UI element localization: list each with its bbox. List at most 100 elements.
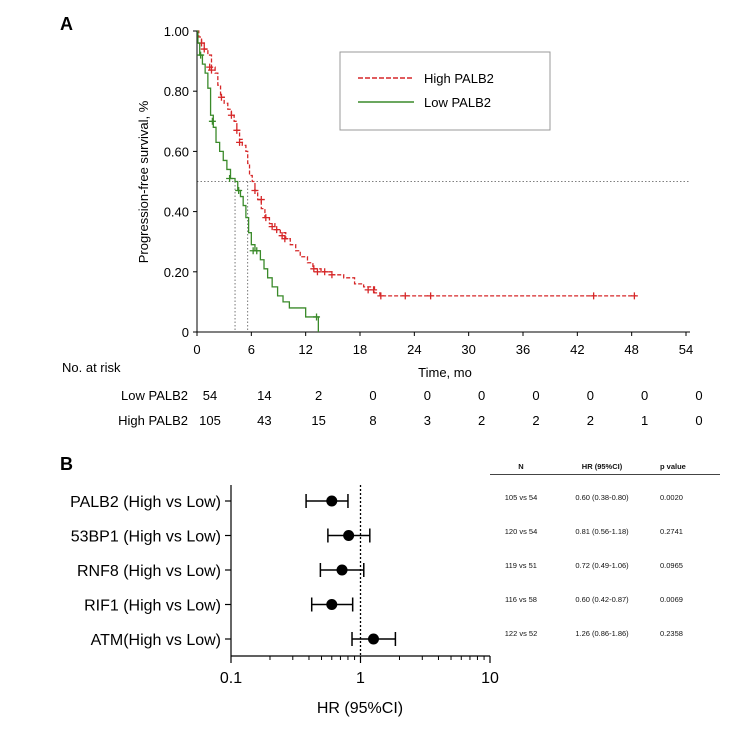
risk-value: 15 bbox=[311, 413, 325, 428]
risk-value: 0 bbox=[532, 388, 539, 403]
risk-value: 2 bbox=[532, 413, 539, 428]
x-tick-label: 18 bbox=[353, 342, 367, 357]
forest-category-label: PALB2 (High vs Low) bbox=[70, 494, 221, 511]
censor-mark bbox=[268, 223, 276, 231]
risk-value: 0 bbox=[641, 388, 648, 403]
cell-n: 119 vs 51 bbox=[505, 560, 537, 570]
x-tick-label: 12 bbox=[298, 342, 312, 357]
legend-label: High PALB2 bbox=[424, 71, 494, 86]
risk-value: 0 bbox=[695, 388, 702, 403]
forest-x-tick-label: 1 bbox=[356, 670, 365, 687]
cell-p: 0.0965 bbox=[660, 560, 683, 570]
table-row: 119 vs 51 0.72 (0.49-1.06) 0.0965 bbox=[490, 548, 720, 582]
forest-x-tick-label: 10 bbox=[481, 670, 499, 687]
x-tick-label: 54 bbox=[679, 342, 693, 357]
forest-x-axis-label: HR (95%CI) bbox=[317, 700, 403, 717]
panel-a-letter: A bbox=[60, 14, 73, 34]
forest-point bbox=[367, 633, 379, 645]
legend-box bbox=[339, 51, 551, 131]
cell-hr: 0.60 (0.42-0.87) bbox=[575, 594, 629, 604]
header-n: N bbox=[518, 461, 524, 471]
censor-mark bbox=[313, 268, 321, 276]
header-hr: HR (95%CI) bbox=[581, 461, 623, 471]
y-tick-label: 0 bbox=[182, 325, 189, 340]
forest-category-label: ATM(High vs Low) bbox=[91, 632, 221, 649]
cell-p: 0.0069 bbox=[660, 594, 683, 604]
forest-category-label: 53BP1 (High vs Low) bbox=[71, 529, 221, 546]
censor-mark bbox=[251, 187, 259, 195]
panel-b-letter: B bbox=[60, 454, 73, 474]
risk-value: 43 bbox=[257, 413, 271, 428]
forest-category-label: RIF1 (High vs Low) bbox=[84, 598, 221, 615]
censor-mark bbox=[281, 235, 289, 243]
censor-mark bbox=[401, 292, 409, 300]
cell-n: 122 vs 52 bbox=[504, 628, 538, 638]
x-tick-label: 42 bbox=[570, 342, 584, 357]
censor-mark bbox=[590, 292, 598, 300]
cell-n: 105 vs 54 bbox=[504, 492, 538, 502]
risk-table-title: No. at risk bbox=[62, 360, 121, 375]
risk-row-label: High PALB2 bbox=[118, 413, 188, 428]
risk-value: 0 bbox=[424, 388, 431, 403]
risk-value: 0 bbox=[695, 413, 702, 428]
censor-mark bbox=[313, 313, 321, 321]
x-axis-label: Time, mo bbox=[418, 365, 472, 380]
censor-mark bbox=[377, 292, 385, 300]
censor-mark bbox=[328, 271, 336, 279]
x-tick-label: 36 bbox=[516, 342, 530, 357]
censor-mark bbox=[207, 66, 215, 74]
y-tick-label: 0.40 bbox=[164, 205, 189, 220]
censor-mark bbox=[257, 196, 265, 204]
censor-mark bbox=[273, 226, 281, 234]
forest-x-tick-label: 0.1 bbox=[220, 670, 242, 687]
censor-mark bbox=[630, 292, 638, 300]
censor-mark bbox=[253, 247, 261, 255]
cell-hr: 1.26 (0.86-1.86) bbox=[575, 628, 629, 638]
x-tick-label: 24 bbox=[407, 342, 421, 357]
risk-value: 3 bbox=[424, 413, 431, 428]
censor-mark bbox=[208, 117, 216, 125]
censor-mark bbox=[200, 45, 208, 53]
table-row: 116 vs 58 0.60 (0.42-0.87) 0.0069 bbox=[490, 582, 720, 616]
cell-hr: 0.72 (0.49-1.06) bbox=[575, 560, 629, 570]
y-tick-label: 0.20 bbox=[164, 265, 189, 280]
forest-point bbox=[326, 599, 338, 610]
censor-mark bbox=[233, 126, 241, 134]
y-axis-label: Progression-free survival, % bbox=[136, 100, 151, 263]
series-line-low-palb2 bbox=[197, 30, 319, 332]
km-chart: 0 0.20 0.40 0.60 0.80 1.00 0 6 12 18 24 30 36 42 48 54 T… bbox=[136, 24, 693, 380]
censor-mark bbox=[227, 111, 235, 119]
risk-value: 0 bbox=[587, 388, 594, 403]
risk-value: 0 bbox=[478, 388, 485, 403]
x-tick-label: 6 bbox=[248, 342, 255, 357]
censor-mark bbox=[217, 93, 225, 101]
cell-hr: 0.81 (0.56-1.18) bbox=[575, 526, 629, 536]
header-p: p value bbox=[660, 461, 686, 471]
censor-mark bbox=[235, 187, 243, 195]
x-tick-label: 30 bbox=[461, 342, 475, 357]
cell-p: 0.2741 bbox=[660, 526, 683, 536]
censor-mark bbox=[310, 265, 318, 273]
risk-value: 0 bbox=[369, 388, 376, 403]
censor-mark bbox=[262, 214, 270, 222]
risk-value: 1 bbox=[641, 413, 648, 428]
censor-mark bbox=[427, 292, 435, 300]
legend-label: Low PALB2 bbox=[424, 95, 491, 110]
cell-p: 0.0020 bbox=[660, 492, 683, 502]
cell-p: 0.2358 bbox=[660, 628, 683, 638]
forest-point bbox=[343, 530, 355, 541]
table-row: 122 vs 52 1.26 (0.86-1.86) 0.2358 bbox=[490, 616, 720, 650]
forest-point bbox=[336, 564, 348, 576]
y-tick-label: 1.00 bbox=[164, 24, 189, 39]
cell-n: 116 vs 58 bbox=[505, 594, 537, 604]
table-row: 120 vs 54 0.81 (0.56-1.18) 0.2741 bbox=[490, 514, 720, 548]
risk-value: 54 bbox=[203, 388, 217, 403]
y-tick-label: 0.80 bbox=[164, 84, 189, 99]
cell-hr: 0.60 (0.38-0.80) bbox=[575, 492, 629, 502]
x-tick-label: 48 bbox=[624, 342, 638, 357]
forest-category-label: RNF8 (High vs Low) bbox=[77, 563, 221, 580]
censor-mark bbox=[197, 51, 205, 59]
censor-mark bbox=[236, 138, 244, 146]
hr-table-header: N HR (95%CI) p value bbox=[490, 458, 720, 475]
